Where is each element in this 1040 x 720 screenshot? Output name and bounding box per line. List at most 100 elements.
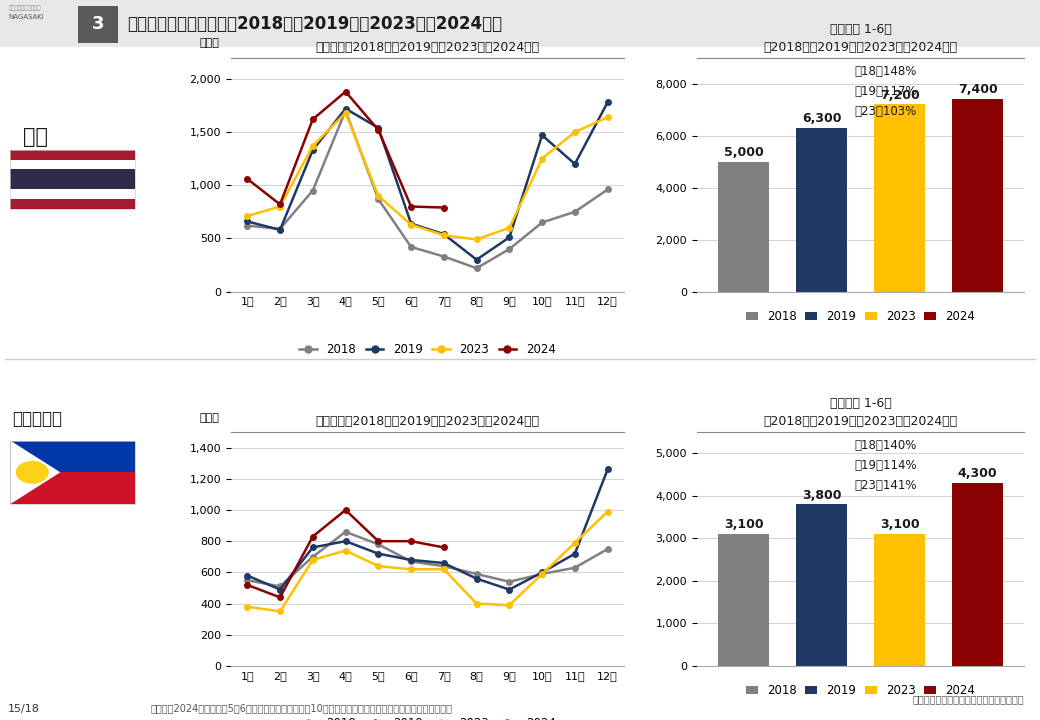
2024 [241,580,254,589]
2018 [601,185,614,194]
Text: 資料：長崎市モバイル空間統計を基に作成: 資料：長崎市モバイル空間統計を基に作成 [913,694,1024,704]
Text: 7,200: 7,200 [880,89,919,102]
2023 [339,109,352,117]
Bar [719,534,769,666]
2024 [438,203,450,212]
Text: 4,300: 4,300 [958,467,997,480]
Line: 2023: 2023 [244,110,610,242]
2018 [503,577,516,586]
2018 [405,557,417,566]
Text: フィリピン: フィリピン [12,410,62,428]
2018 [307,186,319,195]
2024 [372,125,385,134]
2019 [307,146,319,155]
Legend: 2018, 2019, 2023, 2024: 2018, 2019, 2023, 2024 [294,713,561,720]
2018 [274,582,286,590]
2023 [372,562,385,570]
2019 [339,104,352,113]
Text: （人）: （人） [200,38,219,48]
2018 [339,107,352,115]
Bar [953,99,1003,292]
Title: 年間推移（2018年、2019年、2023年、2024年）: 年間推移（2018年、2019年、2023年、2024年） [315,415,540,428]
Title: 同期間比 1-6月
（2018年、2019年、2023年、2024年）: 同期間比 1-6月 （2018年、2019年、2023年、2024年） [763,397,958,428]
Line: 2019: 2019 [244,99,610,263]
Line: 2024: 2024 [244,507,446,600]
2023 [503,223,516,232]
Text: 3: 3 [92,15,104,33]
2024 [339,87,352,96]
2023 [405,220,417,229]
2019 [569,160,581,168]
2019 [601,465,614,474]
2018 [307,552,319,561]
Text: 7,400: 7,400 [958,84,997,96]
Bar [953,483,1003,666]
2018 [470,264,483,273]
2019 [536,568,548,577]
Line: 2019: 2019 [244,467,610,593]
Legend: 2018, 2019, 2023, 2024: 2018, 2019, 2023, 2024 [742,680,980,702]
2019 [601,98,614,107]
2018 [470,570,483,578]
2019 [503,585,516,594]
2019 [405,556,417,564]
2019 [372,123,385,132]
Bar [875,104,925,292]
2024 [307,532,319,541]
Text: （注）　2024年の数値は5～6月速報値。表示の数値は10人単位を四捨五入。増加率は元データにより算出: （注） 2024年の数値は5～6月速報値。表示の数値は10人単位を四捨五入。増加… [151,703,452,713]
Bar [797,127,847,292]
2024 [339,505,352,514]
2024 [307,115,319,124]
Bar [719,161,769,292]
2023 [241,212,254,220]
2019 [438,230,450,238]
2023 [438,231,450,240]
2023 [438,565,450,574]
2024 [241,174,254,183]
Legend: 2018, 2019, 2023, 2024: 2018, 2019, 2023, 2024 [294,338,561,361]
2018 [536,218,548,227]
2023 [470,235,483,244]
Text: 3,800: 3,800 [802,488,841,502]
2024 [372,537,385,546]
2018 [372,540,385,549]
Text: 3,100: 3,100 [724,518,763,531]
Bar [797,504,847,666]
Text: 15/18: 15/18 [8,704,41,714]
Text: NAGASAKI: NAGASAKI [8,14,44,20]
Text: 6,300: 6,300 [802,112,841,125]
2018 [438,562,450,570]
Line: 2024: 2024 [244,89,446,210]
2023 [536,570,548,578]
Text: 5,000: 5,000 [724,145,763,159]
2023 [241,603,254,611]
2018 [274,225,286,233]
2024 [438,543,450,552]
Text: 国別動向（同期間比較　2018年、2019年、2023年、2024年）: 国別動向（同期間比較 2018年、2019年、2023年、2024年） [127,15,502,33]
2019 [274,225,286,234]
2024 [405,202,417,211]
2023 [405,565,417,574]
Title: 年間推移（2018年、2019年、2023年、2024年）: 年間推移（2018年、2019年、2023年、2024年） [315,40,540,54]
2019 [470,575,483,583]
2023 [601,507,614,516]
Text: ながしの春よ、試み。: ながしの春よ、試み。 [8,5,41,11]
2023 [601,113,614,122]
2019 [470,256,483,264]
Line: 2018: 2018 [244,529,610,589]
2023 [569,127,581,136]
2023 [339,546,352,555]
2024 [405,537,417,546]
2019 [307,543,319,552]
2019 [569,549,581,558]
Title: 同期間比 1-6月
（2018年、2019年、2023年、2024年）: 同期間比 1-6月 （2018年、2019年、2023年、2024年） [763,22,958,54]
2018 [405,243,417,251]
2023 [372,192,385,200]
2024 [274,593,286,602]
2018 [569,207,581,216]
Text: 対18年140%
対19年114%
対23年141%: 対18年140% 対19年114% 対23年141% [854,439,916,492]
2018 [339,528,352,536]
Text: （人）: （人） [200,413,219,423]
2023 [274,607,286,616]
2019 [274,585,286,594]
